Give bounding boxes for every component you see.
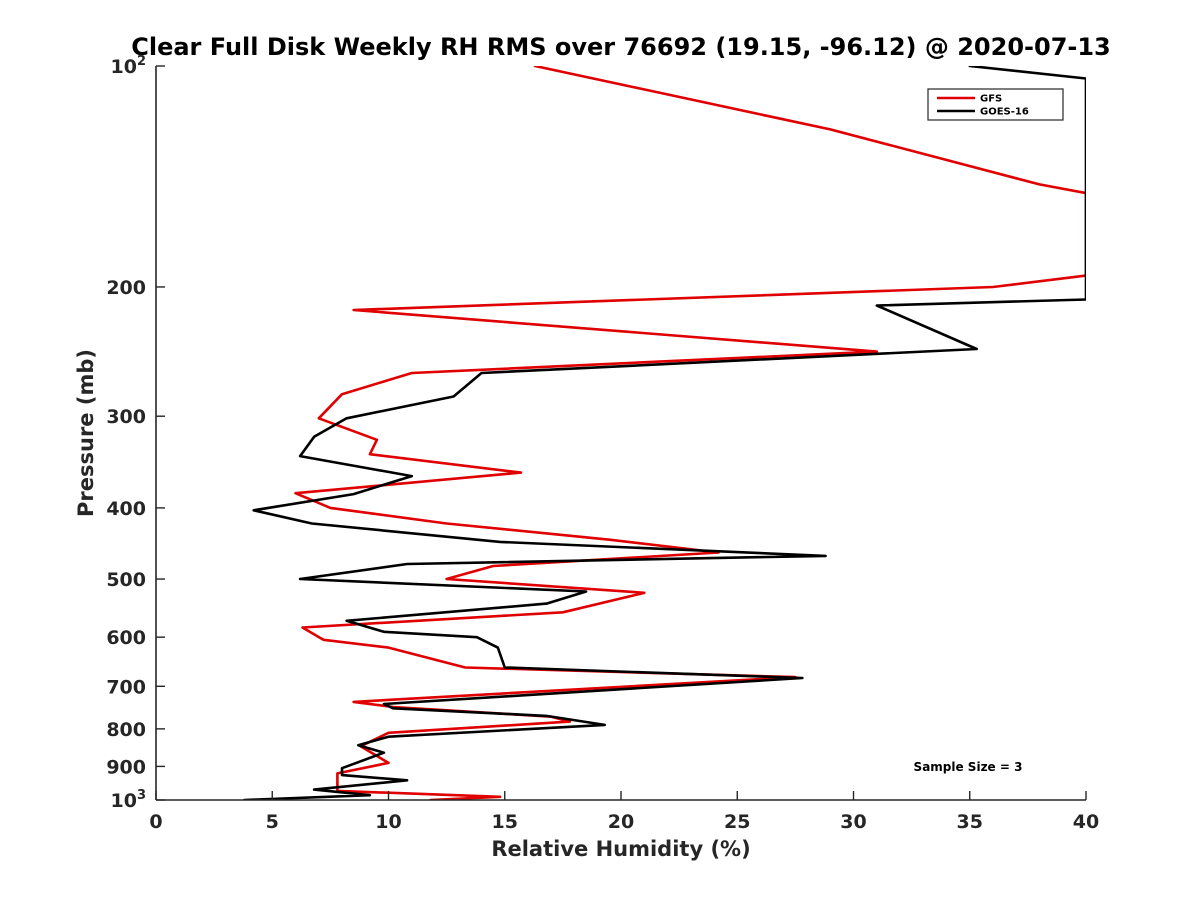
x-tick-label: 15 bbox=[492, 811, 518, 833]
series-line-goes-16 bbox=[243, 66, 1086, 800]
legend-box bbox=[927, 88, 1064, 121]
y-tick-label: 800 bbox=[106, 719, 146, 741]
y-tick-label: 200 bbox=[106, 277, 146, 299]
y-tick-label-base: 10 bbox=[111, 790, 137, 812]
series-group bbox=[243, 66, 1086, 800]
y-tick-label: 700 bbox=[106, 676, 146, 698]
y-tick-label: 300 bbox=[106, 406, 146, 428]
y-tick-label: 103 bbox=[111, 788, 147, 812]
x-tick-label: 20 bbox=[608, 811, 634, 833]
legend-label-goes-16: GOES-16 bbox=[980, 107, 1029, 118]
x-tick-label: 30 bbox=[840, 811, 866, 833]
x-tick-label: 0 bbox=[149, 811, 162, 833]
y-tick-label: 400 bbox=[106, 498, 146, 520]
x-tick-label: 40 bbox=[1073, 811, 1099, 833]
x-tick-label: 35 bbox=[957, 811, 983, 833]
x-tick-label: 25 bbox=[724, 811, 750, 833]
y-axis-label: Pressure (mb) bbox=[74, 349, 98, 517]
y-tick-label: 900 bbox=[106, 756, 146, 778]
x-tick-label: 10 bbox=[375, 811, 401, 833]
x-axis-label: Relative Humidity (%) bbox=[491, 837, 750, 861]
series-line-gfs bbox=[294, 66, 1086, 800]
chart-title: Clear Full Disk Weekly RH RMS over 76692… bbox=[131, 33, 1111, 61]
y-tick-label-exponent: 2 bbox=[137, 54, 146, 69]
y-tick-label-exponent: 3 bbox=[137, 788, 146, 803]
x-tick-label: 5 bbox=[266, 811, 279, 833]
legend-label-gfs: GFS bbox=[980, 94, 1002, 105]
x-ticks: 0 5 10 15 20 25 30 35 40 bbox=[149, 791, 1099, 833]
legend: GFS GOES-16 bbox=[927, 88, 1064, 121]
y-tick-label: 102 bbox=[111, 54, 147, 78]
y-tick-label-base: 10 bbox=[111, 56, 137, 78]
sample-size-annotation: Sample Size = 3 bbox=[914, 760, 1023, 774]
y-tick-label: 500 bbox=[106, 569, 146, 591]
y-tick-label: 600 bbox=[106, 627, 146, 649]
